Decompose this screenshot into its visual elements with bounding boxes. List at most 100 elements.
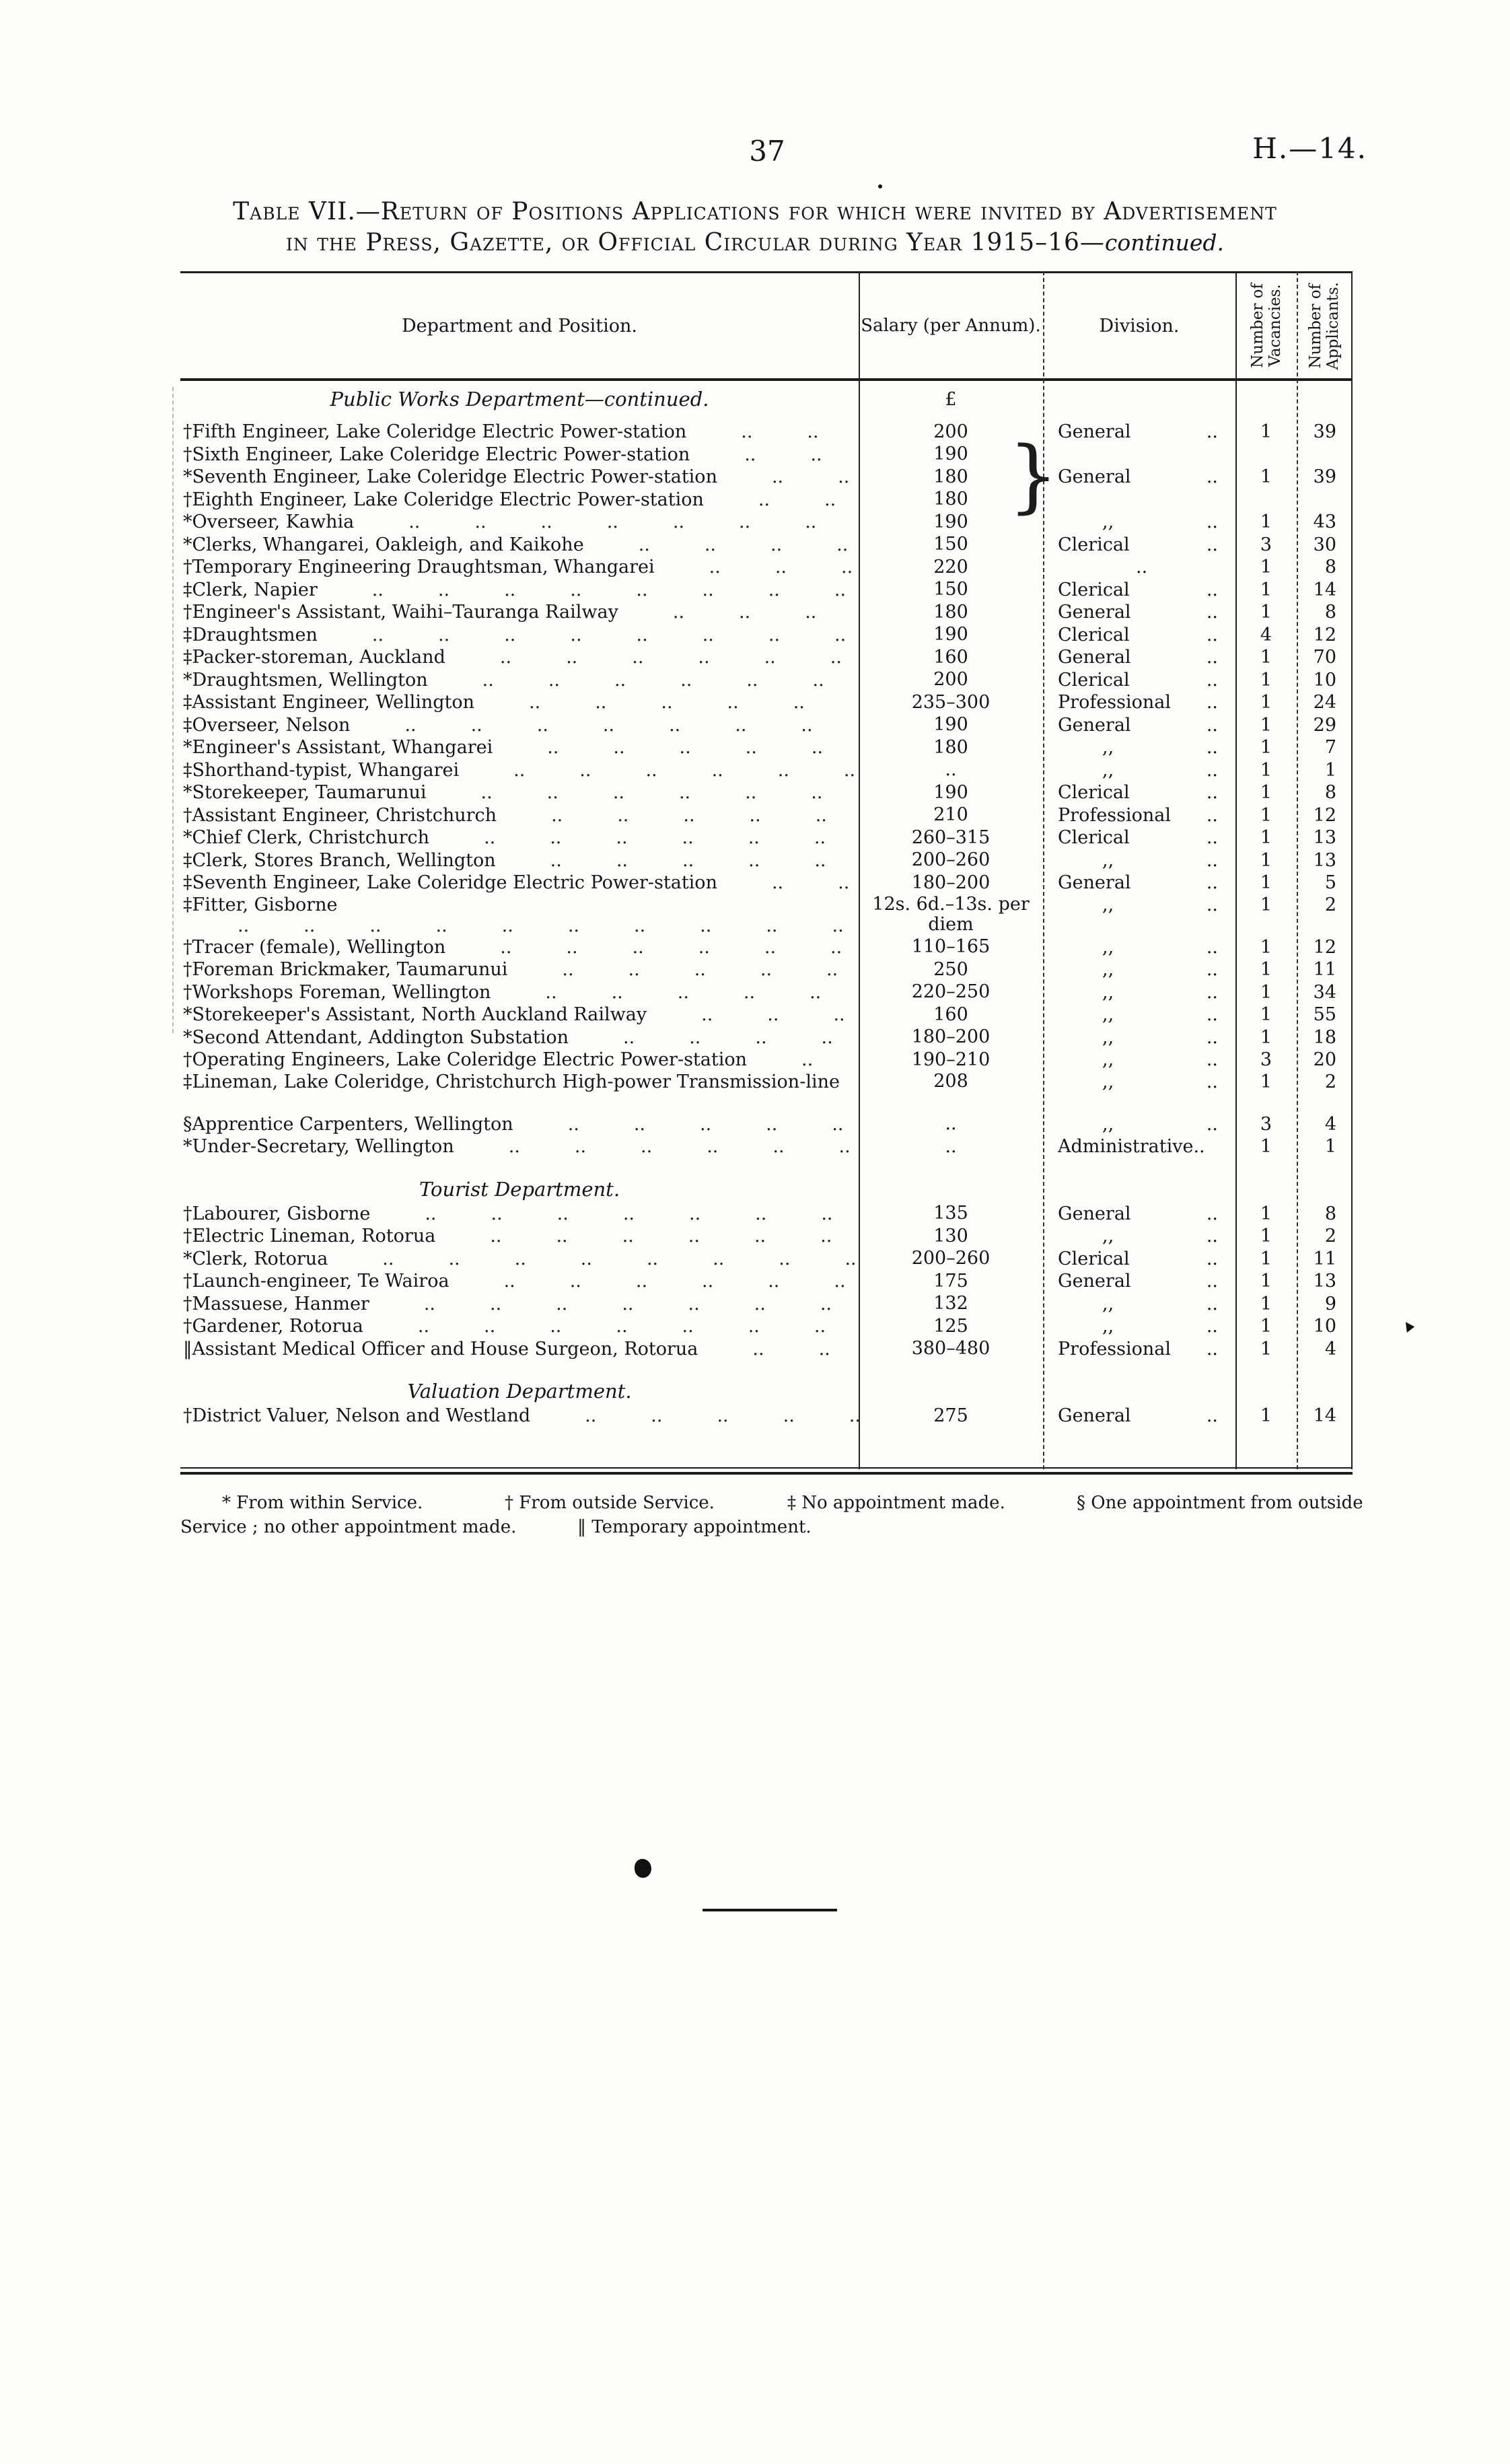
division-text: ,, — [1102, 1226, 1114, 1247]
applicants-cell: 4 — [1324, 1338, 1336, 1360]
footnote-temporary: ‖ Temporary appointment. — [577, 1517, 812, 1537]
applicants-cell: 34 — [1313, 981, 1336, 1003]
position-text: †Eighth Engineer, Lake Coleridge Electri… — [183, 489, 704, 510]
division-trailing-dots: .. — [1206, 1049, 1218, 1071]
position-text: *Clerk, Rotorua — [183, 1248, 328, 1269]
division-text: ,, — [1102, 1049, 1114, 1071]
leader-dots: .. .. .. .. .. .. .. .. .. .. .. .. — [545, 981, 859, 1003]
applicants-cell: 13 — [1313, 849, 1336, 871]
position-cell: †Sixth Engineer, Lake Coleridge Electric… — [180, 444, 859, 465]
position-text: §Apprentice Carpenters, Wellington — [183, 1113, 513, 1135]
table-body: Public Works Department—continued. £ †Fift… — [180, 380, 1353, 1469]
position-cell: *Clerk, Rotorua .. .. .. .. .. .. .. .. … — [180, 1248, 859, 1269]
vacancies-cell: 1 — [1260, 759, 1272, 781]
division-text: ,, — [1102, 737, 1114, 759]
division-text: Professional — [1058, 692, 1172, 713]
applicants-cell: 8 — [1324, 557, 1336, 578]
division-text: ,, — [1102, 981, 1114, 1003]
vacancies-cell: 1 — [1260, 981, 1272, 1003]
division-text: ,, — [1102, 759, 1114, 781]
division-cell: ,,.. — [1043, 1004, 1235, 1025]
applicants-cell: 9 — [1324, 1293, 1336, 1314]
position-cell: †Gardener, Rotorua .. .. .. .. .. .. .. … — [180, 1316, 859, 1337]
position-text: †Workshops Foreman, Wellington — [183, 981, 491, 1003]
leader-dots: .. .. .. .. .. .. .. .. .. .. .. .. — [503, 1271, 859, 1292]
division-trailing-dots: .. — [1206, 1026, 1218, 1048]
leader-dots: .. .. .. .. .. .. .. .. .. .. .. .. — [482, 669, 859, 691]
vacancies-cell: 4 — [1260, 624, 1272, 645]
applicants-cell: 2 — [1324, 894, 1336, 915]
salary-cell: 150 — [933, 579, 968, 600]
division-cell: Clerical.. — [1043, 1248, 1235, 1269]
division-cell: Professional.. — [1043, 805, 1235, 826]
footnote-one-appointment: § One appointment from outside — [1077, 1493, 1363, 1513]
currency-symbol: £ — [945, 388, 957, 410]
table-right-rule — [1351, 271, 1353, 1469]
table-bottom-rule-thin — [180, 1467, 1353, 1469]
division-cell: Clerical.. — [1043, 670, 1235, 691]
footnote-line-1: * From within Service. † From outside Se… — [180, 1493, 1363, 1517]
table-row: *Storekeeper, Taumarunui .. .. .. .. .. … — [180, 781, 1353, 804]
division-trailing-dots: .. — [1206, 692, 1218, 713]
vacancies-cell: 1 — [1260, 804, 1272, 826]
vacancies-cell: 1 — [1260, 872, 1272, 894]
leader-dots: .. .. .. .. .. .. .. .. .. .. .. .. — [771, 872, 859, 894]
position-text: *Chief Clerk, Christchurch — [183, 827, 430, 849]
applicants-cell: 29 — [1313, 714, 1336, 736]
leader-dots: .. .. .. .. .. .. .. .. .. .. .. .. — [562, 959, 859, 981]
table-row: *Overseer, Kawhia .. .. .. .. .. .. .. .… — [180, 511, 1353, 534]
leader-dots: .. .. .. .. .. .. .. .. .. .. .. .. — [701, 1004, 859, 1026]
leader-dots: .. .. .. .. .. .. .. .. .. .. .. .. — [741, 421, 859, 443]
applicants-cell: 10 — [1313, 669, 1336, 691]
division-cell: ,,.. — [1043, 760, 1235, 781]
position-cell: †Fifth Engineer, Lake Coleridge Electric… — [180, 421, 859, 442]
applicants-cell: 30 — [1313, 534, 1336, 555]
ink-speck — [878, 184, 882, 188]
division-cell: Clerical.. — [1043, 782, 1235, 803]
applicants-cell: 7 — [1324, 737, 1336, 759]
leader-dots: .. .. .. .. .. .. .. .. .. .. .. .. — [752, 1338, 859, 1360]
division-text: ,, — [1102, 1026, 1114, 1048]
vacancies-cell: 1 — [1260, 737, 1272, 759]
table-row: †District Valuer, Nelson and Westland ..… — [180, 1405, 1353, 1428]
leader-dots: .. .. .. .. .. .. .. .. .. .. .. .. — [371, 579, 859, 600]
salary-cell: 180 — [933, 737, 968, 758]
position-text: *Overseer, Kawhia — [183, 512, 355, 533]
division-trailing-dots: .. — [1206, 647, 1218, 668]
division-text: General — [1058, 872, 1131, 894]
vacancies-cell: 1 — [1260, 579, 1272, 600]
position-cell: *Draughtsmen, Wellington .. .. .. .. .. … — [180, 670, 859, 691]
division-text: .. — [1136, 557, 1148, 578]
position-cell: *Second Attendant, Addington Substation … — [180, 1027, 859, 1048]
vacancies-cell: 1 — [1260, 1316, 1272, 1337]
vacancies-cell: 1 — [1260, 1405, 1272, 1427]
position-text: *Clerks, Whangarei, Oakleigh, and Kaikoh… — [183, 534, 584, 555]
position-cell: *Chief Clerk, Christchurch .. .. .. .. .… — [180, 827, 859, 848]
vacancies-cell: 1 — [1260, 1271, 1272, 1292]
applicants-cell: 11 — [1313, 959, 1336, 981]
position-cell: ‡Fitter, Gisborne .. .. .. .. .. .. .. .… — [180, 894, 859, 936]
vacancies-cell: 1 — [1260, 1226, 1272, 1247]
division-text: ,, — [1102, 1293, 1114, 1314]
salary-cell: 380–480 — [911, 1339, 991, 1360]
table-row: †Launch-engineer, Te Wairoa .. .. .. .. … — [180, 1270, 1353, 1293]
division-text: Professional — [1058, 804, 1172, 826]
table-row: §Apprentice Carpenters, Wellington .. ..… — [180, 1113, 1353, 1136]
division-text: Clerical — [1058, 624, 1130, 645]
applicants-cell: 10 — [1313, 1316, 1336, 1337]
salary-cell: 235–300 — [911, 692, 991, 713]
position-cell: *Under-Secretary, Wellington .. .. .. ..… — [180, 1136, 859, 1157]
position-cell: †Assistant Engineer, Christchurch .. .. … — [180, 805, 859, 826]
applicants-cell: 14 — [1313, 1405, 1336, 1427]
division-text: Professional — [1058, 1338, 1172, 1360]
leader-dots: .. .. .. .. .. .. .. .. .. .. .. .. — [238, 915, 859, 936]
leader-dots: .. .. .. .. .. .. .. .. .. .. .. .. — [529, 692, 859, 713]
vacancies-cell: 1 — [1260, 782, 1272, 804]
vacancies-cell: 3 — [1260, 1113, 1272, 1135]
applicants-cell: 70 — [1313, 647, 1336, 668]
salary-cell: 175 — [933, 1271, 968, 1292]
position-text: *Under-Secretary, Wellington — [183, 1136, 454, 1158]
position-text: †Labourer, Gisborne — [183, 1203, 371, 1224]
division-cell: General.. — [1043, 1203, 1235, 1224]
division-trailing-dots: .. — [1206, 1405, 1218, 1427]
